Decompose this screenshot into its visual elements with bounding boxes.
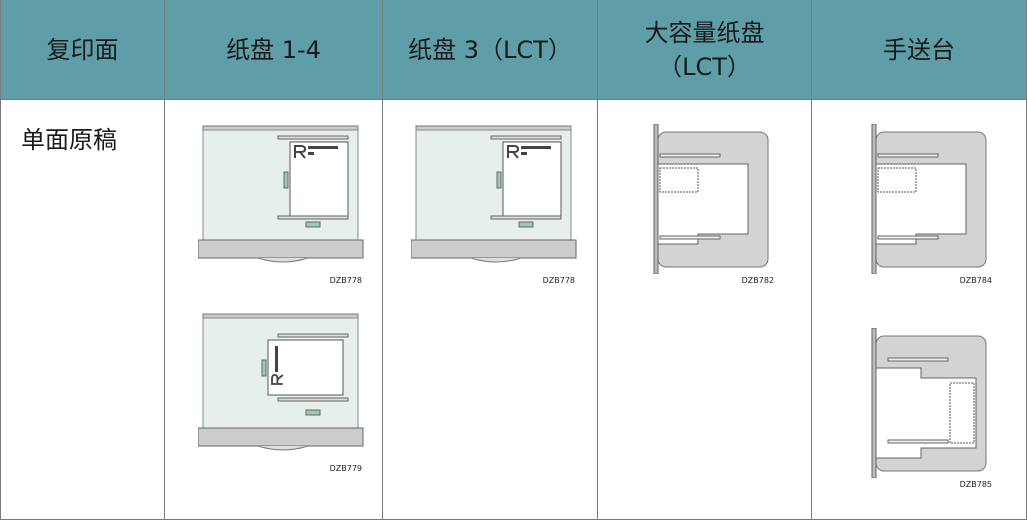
cell: DZB778 DZB779 <box>165 100 383 520</box>
figure: DZB778 <box>198 124 368 285</box>
cell: DZB778 <box>383 100 598 520</box>
illustration <box>653 124 769 274</box>
figure: DZB784 <box>868 124 998 285</box>
cell: DZB784 DZB785 <box>812 100 1027 520</box>
figure-code: DZB778 <box>329 276 362 285</box>
header-cell: 复印面 <box>0 0 165 100</box>
figure: DZB785 <box>868 328 998 489</box>
cell: DZB782 <box>598 100 812 520</box>
header-cell: 大容量纸盘 （LCT） <box>598 0 812 100</box>
illustration <box>871 328 987 478</box>
figure-code: DZB782 <box>741 276 774 285</box>
figure: DZB782 <box>650 124 780 285</box>
figure-code: DZB779 <box>329 464 362 473</box>
illustration <box>198 313 364 451</box>
illustration <box>411 125 577 263</box>
illustration <box>198 125 364 263</box>
header-cell: 纸盘 1-4 <box>165 0 383 100</box>
row-label: 单面原稿 <box>0 100 165 520</box>
illustration <box>871 124 987 274</box>
figure: DZB778 <box>411 124 581 285</box>
figure-code: DZB778 <box>542 276 575 285</box>
figure: DZB779 <box>198 312 368 473</box>
header-cell: 纸盘 3（LCT） <box>383 0 598 100</box>
figure-code: DZB785 <box>959 480 992 489</box>
header-cell: 手送台 <box>812 0 1027 100</box>
figure-code: DZB784 <box>959 276 992 285</box>
